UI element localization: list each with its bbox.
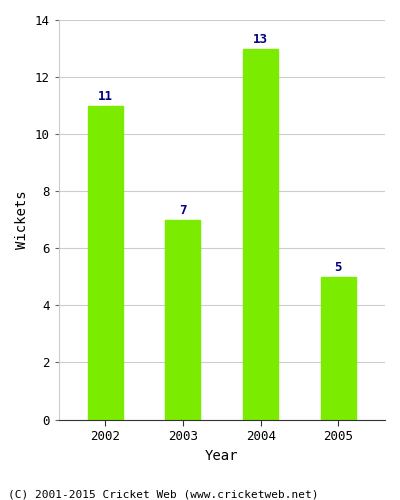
Text: 11: 11 [98,90,113,103]
Bar [321,277,356,420]
Text: 13: 13 [253,32,268,46]
Text: 5: 5 [335,261,342,274]
Text: 7: 7 [179,204,187,217]
Bar [243,48,278,420]
Y-axis label: Wickets: Wickets [15,190,29,249]
Bar [166,220,200,420]
Bar [88,106,123,420]
Text: (C) 2001-2015 Cricket Web (www.cricketweb.net): (C) 2001-2015 Cricket Web (www.cricketwe… [8,490,318,500]
X-axis label: Year: Year [205,448,238,462]
